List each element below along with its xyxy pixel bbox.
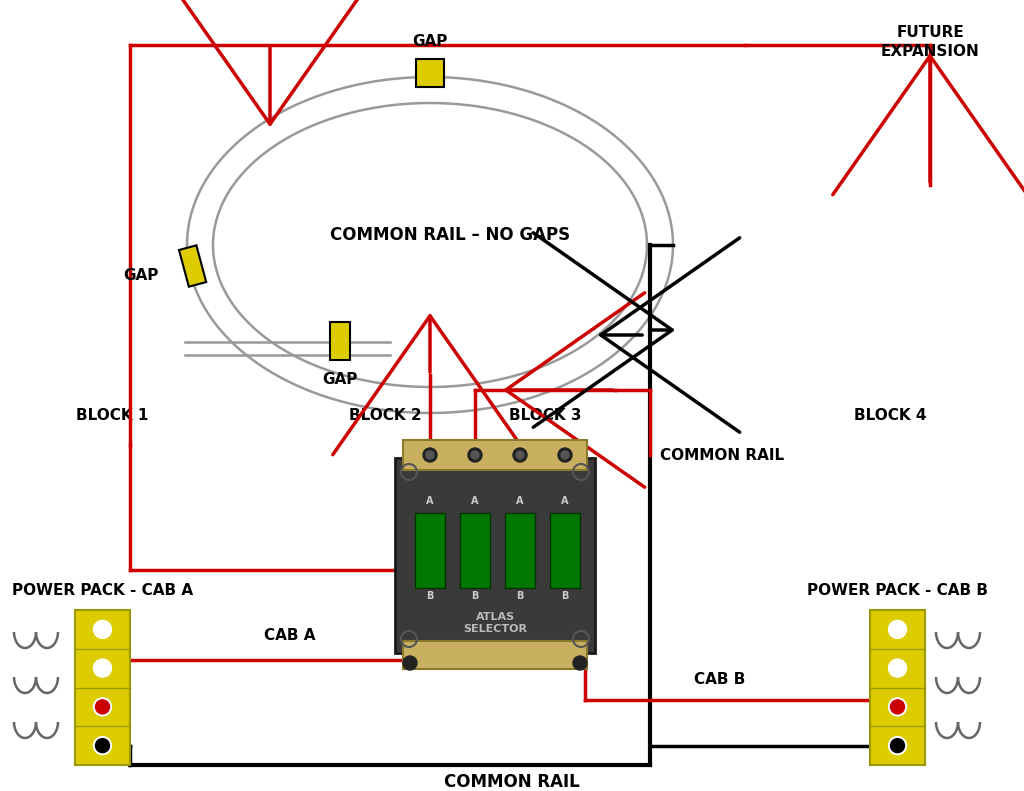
Text: COMMON RAIL: COMMON RAIL [660, 448, 784, 463]
Bar [416, 59, 444, 87]
Circle shape [513, 448, 527, 462]
Circle shape [889, 736, 906, 755]
Circle shape [561, 451, 569, 459]
Text: CAB B: CAB B [694, 672, 745, 687]
Text: BLOCK 4: BLOCK 4 [854, 407, 927, 422]
Bar [395, 458, 595, 653]
Circle shape [889, 659, 906, 677]
Text: B: B [561, 591, 568, 601]
Circle shape [891, 739, 904, 752]
Circle shape [889, 698, 906, 716]
Bar [505, 513, 535, 588]
Circle shape [93, 736, 112, 755]
Text: GAP: GAP [124, 267, 159, 282]
Bar [415, 513, 445, 588]
Circle shape [93, 620, 112, 638]
Circle shape [93, 698, 112, 716]
Bar [460, 513, 490, 588]
Text: A: A [516, 496, 523, 506]
Text: BLOCK 2: BLOCK 2 [349, 407, 421, 422]
Bar [403, 440, 587, 470]
Text: BLOCK 1: BLOCK 1 [76, 407, 148, 422]
Circle shape [426, 451, 434, 459]
Circle shape [468, 448, 482, 462]
Circle shape [93, 659, 112, 677]
Bar [403, 641, 587, 669]
Text: B: B [516, 591, 523, 601]
Text: POWER PACK - CAB A: POWER PACK - CAB A [12, 583, 194, 598]
Text: B: B [426, 591, 434, 601]
Bar [179, 245, 206, 286]
Circle shape [471, 451, 479, 459]
Text: BLOCK 3: BLOCK 3 [509, 407, 582, 422]
Text: CAB A: CAB A [264, 627, 315, 642]
Text: FUTURE
EXPANSION: FUTURE EXPANSION [881, 25, 979, 59]
Circle shape [558, 448, 572, 462]
Circle shape [889, 620, 906, 638]
Circle shape [516, 451, 524, 459]
Circle shape [95, 700, 110, 713]
Text: COMMON RAIL: COMMON RAIL [444, 773, 580, 791]
Circle shape [95, 739, 110, 752]
Text: A: A [471, 496, 479, 506]
Text: POWER PACK - CAB B: POWER PACK - CAB B [807, 583, 988, 598]
Text: ATLAS
SELECTOR: ATLAS SELECTOR [463, 611, 527, 634]
Bar [75, 610, 130, 765]
Circle shape [403, 656, 417, 670]
Text: B: B [471, 591, 478, 601]
Circle shape [891, 700, 904, 713]
Text: GAP: GAP [323, 372, 357, 387]
Bar [550, 513, 580, 588]
Bar [330, 322, 350, 360]
Text: GAP: GAP [413, 34, 447, 49]
Circle shape [573, 656, 587, 670]
Circle shape [423, 448, 437, 462]
Text: COMMON RAIL – NO GAPS: COMMON RAIL – NO GAPS [330, 226, 570, 244]
Bar [870, 610, 925, 765]
Text: A: A [561, 496, 568, 506]
Text: A: A [426, 496, 434, 506]
